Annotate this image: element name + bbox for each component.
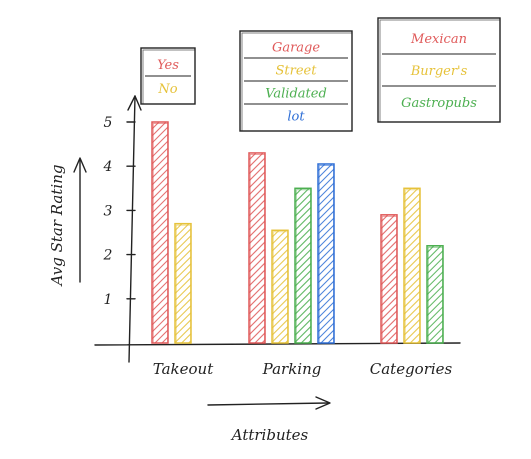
x-tick-label: Parking xyxy=(262,360,322,378)
legend-box: Mexican Burger's Gastropubs xyxy=(377,17,501,123)
bar-hatching xyxy=(295,188,311,343)
bar-hatching xyxy=(175,223,191,343)
y-axis-label: Avg Star Rating xyxy=(48,165,66,288)
bar-hatching xyxy=(427,245,443,343)
y-tick-label: 5 xyxy=(104,115,113,131)
legend-entry: Yes xyxy=(157,58,179,73)
legend-entry: Garage xyxy=(272,41,320,56)
bar-hatching xyxy=(272,230,288,343)
legend-box: Yes No xyxy=(140,47,196,105)
legend-box: Garage Street Validated lot xyxy=(239,30,353,132)
bar xyxy=(403,187,421,344)
bar xyxy=(248,152,266,344)
bar xyxy=(271,229,289,344)
bar xyxy=(151,121,169,344)
y-label-arrowhead xyxy=(73,157,87,173)
y-axis-arrow xyxy=(127,95,142,111)
x-axis-label: Attributes xyxy=(230,426,309,444)
y-tick-label: 3 xyxy=(104,203,113,219)
y-axis-line xyxy=(128,95,136,363)
y-tick-label: 1 xyxy=(104,292,113,308)
legend-entry: lot xyxy=(287,110,305,125)
bar xyxy=(294,187,312,344)
x-label-arrow xyxy=(207,402,329,406)
y-tick-label: 2 xyxy=(103,248,113,264)
y-tick-label: 4 xyxy=(103,159,113,175)
x-label-arrowhead xyxy=(315,396,331,410)
bar-hatching xyxy=(318,163,334,343)
legend-entry: Mexican xyxy=(410,32,467,47)
bar xyxy=(317,163,335,344)
bar-hatching xyxy=(381,214,397,343)
legend-entry: No xyxy=(157,82,177,97)
bar-hatching xyxy=(152,122,168,343)
legend-entry: Street xyxy=(276,64,318,79)
x-tick-label: Takeout xyxy=(153,360,214,378)
bar-hatching xyxy=(404,188,420,343)
bar-hatching xyxy=(249,152,265,343)
x-axis-line xyxy=(94,342,461,346)
x-tick-label: Categories xyxy=(370,360,453,378)
legend-entry: Validated xyxy=(265,87,327,102)
legend-entry: Burger's xyxy=(410,64,468,79)
legend-entry: Gastropubs xyxy=(401,96,477,111)
bar xyxy=(426,245,444,344)
bar xyxy=(174,222,192,344)
bar xyxy=(380,214,398,344)
